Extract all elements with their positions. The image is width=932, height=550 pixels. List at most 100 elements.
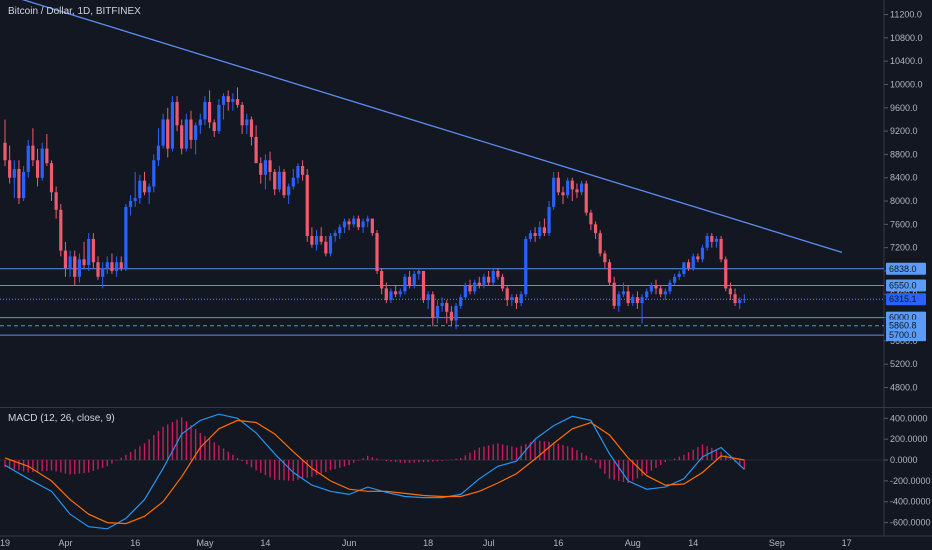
candle-body	[235, 99, 240, 105]
price-tag	[886, 279, 926, 292]
candle-body	[63, 250, 68, 269]
candle-body	[710, 236, 714, 242]
candle-body	[217, 104, 221, 132]
price-tick-label: 7600.0	[890, 219, 918, 229]
candle-body	[101, 268, 105, 277]
time-tick-label: May	[196, 538, 214, 548]
candle-body	[8, 160, 12, 178]
candle-body	[380, 270, 384, 289]
price-tag-label: 5700.0	[889, 330, 917, 340]
candle-body	[82, 259, 86, 266]
candle-body	[17, 168, 21, 199]
candle-body	[291, 177, 295, 187]
candle-body	[593, 224, 598, 234]
candle-body	[35, 160, 40, 178]
macd-tick-label: 0.0000	[890, 455, 918, 465]
candle-body	[249, 119, 254, 137]
macd-tick-label: 200.0000	[890, 434, 928, 444]
candle-body	[166, 119, 170, 149]
candle-body	[538, 227, 542, 237]
candle-body	[68, 256, 72, 269]
price-tick-label: 5200.0	[890, 359, 918, 369]
candle-body	[133, 198, 137, 202]
macd-title: MACD (12, 26, close, 9)	[8, 413, 115, 424]
candle-body	[445, 303, 449, 312]
time-tick-label: Apr	[58, 538, 72, 548]
candle-body	[384, 288, 388, 301]
macd-tick-label: 400.0000	[890, 413, 928, 423]
candle-body	[528, 233, 533, 239]
candle-body	[631, 297, 635, 304]
candle-body	[91, 238, 95, 263]
time-tick-label: 16	[553, 538, 563, 548]
candle-body	[589, 212, 593, 225]
candle-body	[435, 305, 440, 318]
candle-body	[556, 177, 560, 193]
price-tick-label: 9200.0	[890, 126, 918, 136]
candle-body	[500, 276, 505, 289]
candle-body	[510, 297, 514, 301]
price-tick-label: 7200.0	[890, 243, 918, 253]
candle-body	[542, 227, 546, 234]
candle-body	[626, 291, 630, 304]
candle-body	[607, 262, 612, 283]
price-tag	[886, 262, 926, 275]
chart-title: Bitcoin / Dollar, 1D, BITFINEX	[8, 6, 141, 17]
candle-body	[40, 148, 44, 178]
candle-body	[273, 171, 277, 190]
candle-body	[654, 285, 658, 289]
candle-body	[49, 163, 54, 193]
candle-body	[328, 236, 333, 254]
candle-body	[198, 119, 202, 126]
candle-body	[314, 236, 319, 245]
candle-body	[584, 183, 588, 213]
candle-body	[366, 218, 370, 222]
candle-body	[552, 177, 556, 207]
candle-body	[496, 270, 500, 277]
price-tick-label: 10800.0	[890, 33, 923, 43]
candle-body	[305, 174, 309, 237]
candle-body	[124, 206, 128, 269]
candle-body	[617, 294, 621, 306]
candle-body	[547, 206, 551, 234]
candle-body	[561, 192, 565, 196]
candle-body	[686, 262, 691, 269]
candle-body	[287, 186, 291, 196]
time-tick-label: 18	[423, 538, 433, 548]
candle-body	[180, 125, 184, 149]
candle-body	[268, 160, 272, 172]
candle-body	[524, 238, 528, 295]
candle-body	[487, 276, 491, 283]
candle-body	[194, 125, 198, 140]
candle-body	[189, 119, 193, 140]
candle-body	[417, 270, 421, 274]
candle-body	[598, 233, 602, 254]
candle-body	[477, 282, 481, 286]
trendline	[21, 0, 843, 253]
candle-body	[468, 285, 472, 292]
time-tick-label: 14	[260, 538, 270, 548]
candle-body	[26, 145, 30, 172]
candle-body	[147, 186, 151, 193]
candle-body	[682, 262, 686, 274]
candle-body	[649, 285, 653, 292]
candle-body	[394, 291, 398, 295]
candle-body	[719, 238, 723, 260]
price-tick-label: 11200.0	[890, 10, 922, 20]
candle-body	[580, 183, 584, 193]
candle-body	[714, 238, 719, 242]
signal-line	[4, 419, 745, 525]
candle-body	[673, 276, 677, 283]
candle-body	[742, 299, 746, 301]
candle-body	[226, 96, 230, 102]
candle-body	[659, 288, 663, 295]
price-tick-label: 10400.0	[890, 56, 923, 66]
price-tag-label: 6838.0	[889, 264, 917, 274]
candle-body	[59, 209, 63, 251]
candle-body	[96, 262, 100, 277]
candle-body	[473, 282, 477, 292]
candle-body	[142, 180, 147, 193]
candle-body	[640, 297, 644, 304]
